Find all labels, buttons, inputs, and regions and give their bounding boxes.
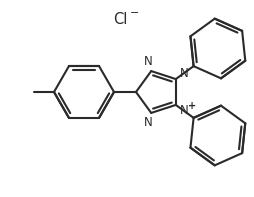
Text: Cl: Cl: [113, 11, 128, 27]
Text: N: N: [143, 55, 152, 68]
Text: N: N: [179, 67, 187, 80]
Text: N: N: [143, 116, 152, 129]
Text: −: −: [130, 8, 139, 18]
Text: N: N: [179, 104, 187, 117]
Text: +: +: [187, 101, 195, 111]
